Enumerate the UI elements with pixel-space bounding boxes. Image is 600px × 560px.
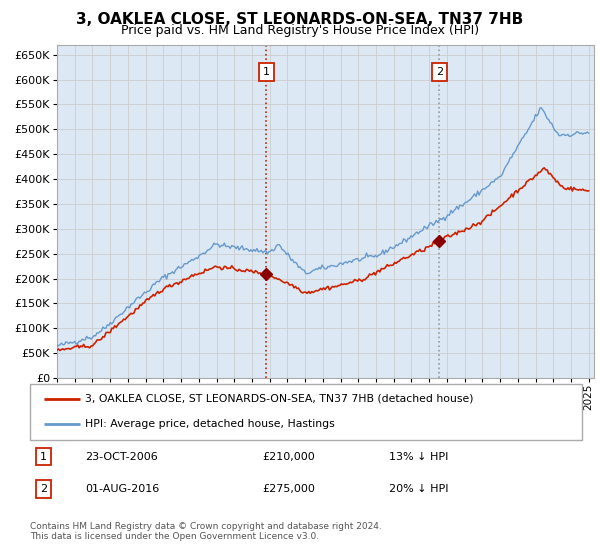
Text: 01-AUG-2016: 01-AUG-2016 xyxy=(85,484,160,494)
Text: £210,000: £210,000 xyxy=(262,451,314,461)
Text: HPI: Average price, detached house, Hastings: HPI: Average price, detached house, Hast… xyxy=(85,419,335,430)
Text: 1: 1 xyxy=(40,451,47,461)
Text: 3, OAKLEA CLOSE, ST LEONARDS-ON-SEA, TN37 7HB: 3, OAKLEA CLOSE, ST LEONARDS-ON-SEA, TN3… xyxy=(76,12,524,27)
Text: Price paid vs. HM Land Registry's House Price Index (HPI): Price paid vs. HM Land Registry's House … xyxy=(121,24,479,36)
Text: 23-OCT-2006: 23-OCT-2006 xyxy=(85,451,158,461)
Text: 13% ↓ HPI: 13% ↓ HPI xyxy=(389,451,448,461)
FancyBboxPatch shape xyxy=(30,384,582,440)
Text: 2: 2 xyxy=(436,67,443,77)
Text: 20% ↓ HPI: 20% ↓ HPI xyxy=(389,484,448,494)
Text: 3, OAKLEA CLOSE, ST LEONARDS-ON-SEA, TN37 7HB (detached house): 3, OAKLEA CLOSE, ST LEONARDS-ON-SEA, TN3… xyxy=(85,394,474,404)
Text: Contains HM Land Registry data © Crown copyright and database right 2024.
This d: Contains HM Land Registry data © Crown c… xyxy=(30,522,382,542)
Text: 1: 1 xyxy=(263,67,269,77)
Text: 2: 2 xyxy=(40,484,47,494)
Text: £275,000: £275,000 xyxy=(262,484,315,494)
